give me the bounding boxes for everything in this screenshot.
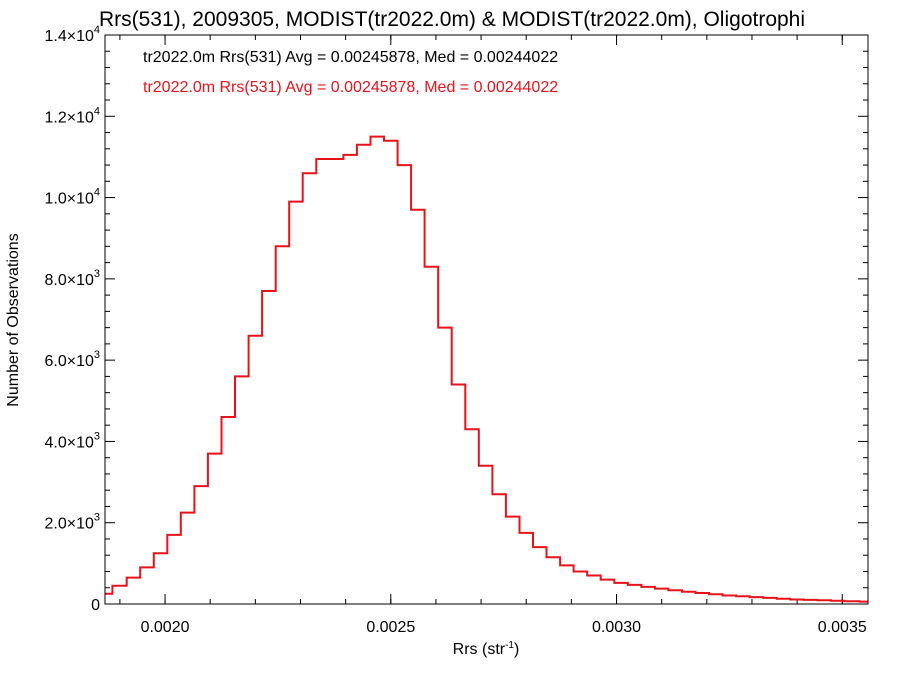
y-tick-label: 8.0×103 (44, 268, 100, 289)
chart-title: Rrs(531), 2009305, MODIST(tr2022.0m) & M… (99, 8, 805, 31)
x-tick-label: 0.0030 (592, 619, 641, 636)
y-tick-label: 0 (91, 597, 100, 614)
y-tick-label-mantissa: 1.2×10 (44, 109, 93, 126)
y-tick-label-exponent: 3 (94, 512, 100, 524)
y-tick-label-mantissa: 0 (91, 597, 100, 614)
y-tick-label-exponent: 3 (94, 268, 100, 280)
y-tick-label: 1.2×104 (44, 105, 100, 126)
y-tick-label-mantissa: 6.0×10 (44, 353, 93, 370)
annotation-red: tr2022.0m Rrs(531) Avg = 0.00245878, Med… (143, 79, 558, 96)
y-tick-label-mantissa: 4.0×10 (44, 434, 93, 451)
y-tick-label-mantissa: 1.4×10 (44, 28, 93, 45)
x-tick-label: 0.0020 (141, 619, 190, 636)
y-tick-label-exponent: 4 (94, 187, 100, 199)
y-tick-label: 2.0×103 (44, 512, 100, 533)
y-axis-label: Number of Observations (5, 233, 22, 406)
x-axis-label: Rrs (str-1) (453, 640, 520, 658)
y-tick-label-exponent: 4 (94, 24, 100, 36)
y-tick-label-exponent: 4 (94, 105, 100, 117)
y-axis-ticks: 02.0×1034.0×1036.0×1038.0×1031.0×1041.2×… (44, 24, 868, 614)
plot-frame (104, 34, 869, 605)
series-layer (105, 135, 868, 603)
y-tick-label-exponent: 3 (94, 349, 100, 361)
x-axis-label-exponent: -1 (505, 640, 514, 651)
x-axis-label-text: Rrs (str (453, 641, 506, 658)
histogram-series-line (105, 135, 868, 603)
y-tick-label: 1.0×104 (44, 187, 100, 208)
x-tick-label: 0.0025 (366, 619, 415, 636)
x-axis-label-close: ) (514, 641, 519, 658)
annotation-black: tr2022.0m Rrs(531) Avg = 0.00245878, Med… (143, 49, 558, 66)
y-tick-label-mantissa: 1.0×10 (44, 191, 93, 208)
y-tick-label: 1.4×104 (44, 24, 100, 45)
y-tick-label: 6.0×103 (44, 349, 100, 370)
y-tick-label-mantissa: 2.0×10 (44, 516, 93, 533)
y-tick-label-exponent: 3 (94, 430, 100, 442)
y-tick-label-mantissa: 8.0×10 (44, 272, 93, 289)
x-tick-label: 0.0035 (818, 619, 867, 636)
y-tick-label: 4.0×103 (44, 430, 100, 451)
